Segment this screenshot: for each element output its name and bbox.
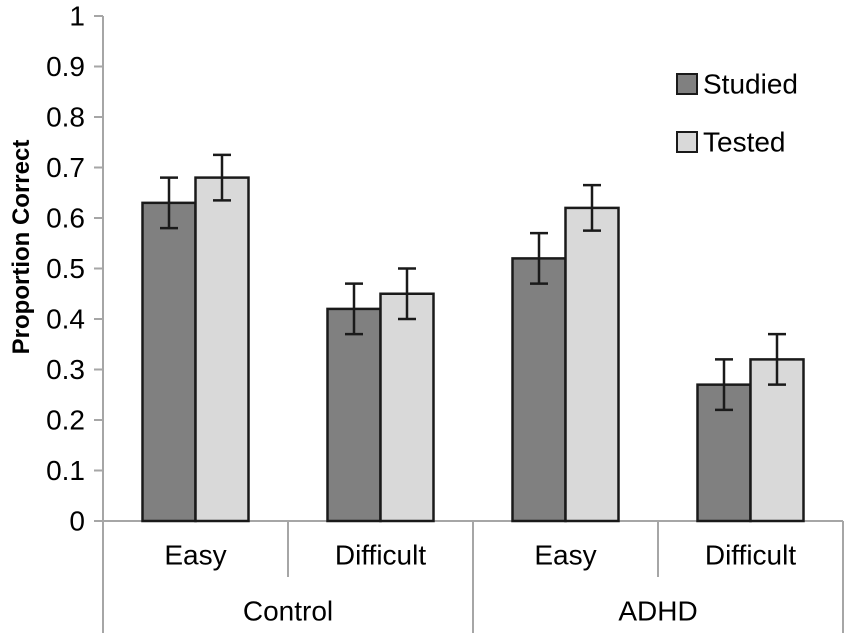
bar-tested-adhd-easy (564, 206, 620, 523)
group-label-control: Control (243, 596, 333, 627)
error-bar-tested-adhd-difficult (768, 332, 786, 386)
y-tick-label: 0.2 (46, 405, 85, 436)
y-tick-label: 0.7 (46, 152, 85, 183)
legend-marker-studied (676, 73, 698, 95)
error-bars (160, 153, 786, 412)
y-tick-label: 0.1 (46, 455, 85, 486)
bar-tested-adhd-difficult (749, 358, 805, 523)
y-axis-title: Proportion Correct (8, 140, 35, 355)
category-label-easy-2: Easy (534, 540, 596, 571)
y-tick-label: 0.4 (46, 304, 85, 335)
error-bar-tested-control-easy (213, 153, 231, 202)
bars (141, 176, 805, 523)
legend-label-studied: Studied (703, 69, 798, 100)
group-label-adhd: ADHD (618, 596, 697, 627)
y-tick-label: 0.9 (46, 51, 85, 82)
y-tick-label: 0 (69, 506, 85, 537)
y-tick-label: 0.5 (46, 253, 85, 284)
y-tick-label: 0.8 (46, 102, 85, 133)
category-label-difficult-1: Difficult (335, 540, 427, 571)
bar-tested-control-easy (194, 176, 250, 523)
category-label-difficult-3: Difficult (705, 540, 797, 571)
y-tick-label: 1 (69, 1, 85, 32)
y-axis: 0 0.1 0.2 0.3 0.4 0.5 0.6 0.7 0.8 0.9 1 (46, 1, 843, 537)
legend-marker-tested (676, 131, 698, 153)
y-tick-label: 0.3 (46, 354, 85, 385)
error-bar-studied-adhd-difficult (715, 358, 733, 412)
bar-tested-control-difficult (379, 292, 435, 523)
bar-studied-adhd-easy (511, 257, 567, 523)
legend: Studied Tested (676, 69, 798, 158)
error-bar-studied-adhd-easy (530, 231, 548, 285)
error-bar-studied-control-difficult (345, 282, 363, 336)
y-tick-label: 0.6 (46, 203, 85, 234)
bar-studied-control-easy (141, 201, 197, 523)
legend-label-tested: Tested (703, 127, 786, 158)
bar-studied-control-difficult (326, 307, 382, 523)
error-bar-tested-control-difficult (398, 267, 416, 321)
category-label-easy-0: Easy (164, 540, 226, 571)
error-bar-studied-control-easy (160, 176, 178, 230)
error-bar-tested-adhd-easy (583, 183, 601, 232)
